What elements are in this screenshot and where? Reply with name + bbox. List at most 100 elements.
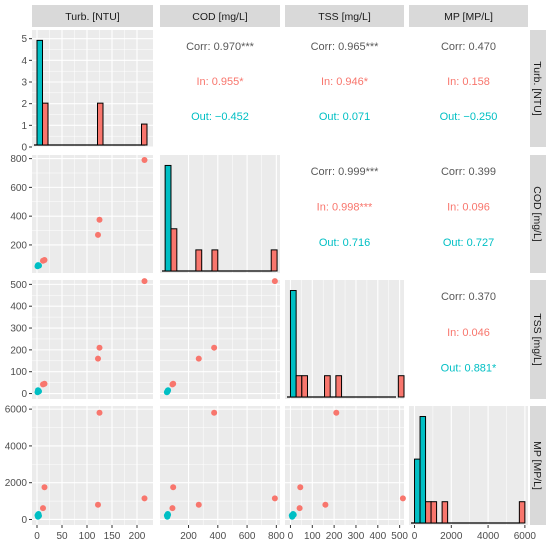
y-tick-label: 400	[10, 302, 27, 313]
corr-out-label: Out: −0.452	[191, 111, 249, 123]
scatter-point-in	[195, 501, 202, 508]
scatter-point-in	[169, 381, 176, 388]
x-tick-label: 4000	[477, 531, 500, 542]
y-tick-label: 400	[10, 212, 27, 223]
column-strip	[285, 5, 404, 27]
scatter-point-in	[169, 505, 176, 512]
histogram-bar-in	[441, 501, 449, 524]
corr-overall-label: Corr: 0.999***	[311, 166, 380, 178]
corr-out-label: Out: −0.250	[440, 111, 498, 123]
corr-out-label: Out: 0.727	[443, 237, 494, 249]
x-tick-label: 200	[180, 531, 197, 542]
scatter-point-in	[271, 495, 278, 502]
histogram-bar-in	[301, 375, 308, 398]
x-tick-label: 0	[412, 531, 418, 542]
histogram-bar-in	[518, 501, 526, 524]
corr-out-label: Out: 0.071	[319, 111, 370, 123]
histogram-bar-out	[164, 164, 172, 272]
corr-overall-label: Corr: 0.970***	[186, 41, 255, 53]
x-tick-label: 500	[391, 531, 408, 542]
y-tick-label: 500	[10, 280, 27, 291]
scatter-point-in	[95, 501, 101, 508]
histogram-bar-in	[97, 102, 104, 146]
row-strip	[530, 155, 546, 273]
column-strip-label: TSS [mg/L]	[318, 11, 371, 23]
corr-in-label: In: 0.096	[447, 201, 490, 213]
correlation-panel: Corr: 0.470 In: 0.158 Out: −0.250	[409, 30, 528, 147]
panel-background	[32, 280, 153, 399]
corr-overall-label: Corr: 0.965***	[311, 41, 380, 53]
corr-in-label: In: 0.158	[447, 76, 490, 88]
histogram-bar-in	[295, 375, 303, 398]
panel-background	[285, 406, 404, 525]
y-tick-label: 0	[21, 143, 27, 154]
panel-background	[160, 280, 280, 399]
scatter-point-in	[40, 381, 46, 388]
panel-background	[409, 30, 528, 147]
histogram-bar-in	[141, 123, 148, 146]
panel-background	[32, 30, 153, 147]
scatter-point-in	[96, 216, 103, 223]
correlation-panel: Corr: 0.965*** In: 0.946* Out: 0.071	[285, 30, 404, 147]
scatter-point-in	[322, 501, 329, 508]
histogram-bar-in	[324, 375, 331, 398]
scatter-point-out	[164, 512, 171, 519]
x-tick-label: 800	[268, 531, 285, 542]
y-tick-label: 800	[10, 154, 27, 165]
x-tick-label: 50	[56, 531, 68, 542]
row-strip	[530, 30, 546, 147]
y-tick-label: 4	[21, 56, 27, 67]
corr-out-label: Out: 0.716	[319, 237, 370, 249]
x-tick-label: 0	[34, 531, 40, 542]
x-tick-label: 6000	[514, 531, 537, 542]
x-tick-label: 400	[209, 531, 226, 542]
corr-in-label: In: 0.998***	[317, 201, 373, 213]
x-tick-label: 200	[129, 531, 146, 542]
histogram-panel	[32, 30, 153, 148]
y-tick-label: 600	[10, 183, 27, 194]
scatter-point-in	[141, 278, 148, 285]
panel-background	[409, 155, 528, 273]
histogram-bar-in	[170, 228, 178, 272]
panel-background	[160, 30, 280, 147]
y-tick-label: 6000	[5, 405, 28, 416]
histogram-bar-in	[335, 375, 343, 398]
panel-background	[285, 30, 404, 147]
y-tick-label: 4000	[5, 441, 28, 452]
y-tick-label: 3	[21, 78, 27, 89]
panel-background	[160, 155, 280, 273]
column-strip	[160, 5, 280, 27]
corr-in-label: In: 0.046	[447, 327, 490, 339]
scatter-panel	[32, 155, 153, 273]
scatter-point-in	[271, 278, 278, 285]
histogram-bar-out	[419, 416, 427, 524]
scatter-point-in	[195, 355, 202, 362]
scatter-panel	[160, 278, 280, 399]
x-tick-label: 300	[348, 531, 365, 542]
histogram-bar-in	[397, 375, 405, 398]
scatter-point-out	[36, 512, 42, 519]
row-strip-label: MP [MP/L]	[531, 441, 543, 490]
histogram-bar-in	[270, 249, 278, 272]
scatter-point-out	[164, 388, 171, 395]
column-strip	[409, 5, 528, 27]
y-tick-label: 5	[21, 34, 27, 45]
scatter-panel	[32, 406, 153, 525]
panel-background	[32, 406, 153, 525]
histogram-bar-in	[425, 501, 432, 524]
x-tick-label: 200	[326, 531, 343, 542]
histogram-panel	[409, 406, 528, 525]
histogram-bar-out	[289, 290, 297, 398]
y-tick-label: 300	[10, 324, 27, 335]
y-tick-label: 200	[10, 240, 27, 251]
row-strip	[530, 406, 546, 525]
scatter-point-in	[96, 344, 103, 351]
correlation-panel: Corr: 0.370 In: 0.046 Out: 0.881*	[409, 280, 528, 399]
scatter-point-out	[36, 262, 42, 269]
row-strip-label: Turb. [NTU]	[531, 61, 543, 116]
panel-background	[285, 155, 404, 273]
histogram-bar-in	[430, 501, 438, 524]
x-tick-label: 600	[239, 531, 256, 542]
corr-in-label: In: 0.946*	[321, 76, 369, 88]
correlation-panel: Corr: 0.399 In: 0.096 Out: 0.727	[409, 155, 528, 273]
